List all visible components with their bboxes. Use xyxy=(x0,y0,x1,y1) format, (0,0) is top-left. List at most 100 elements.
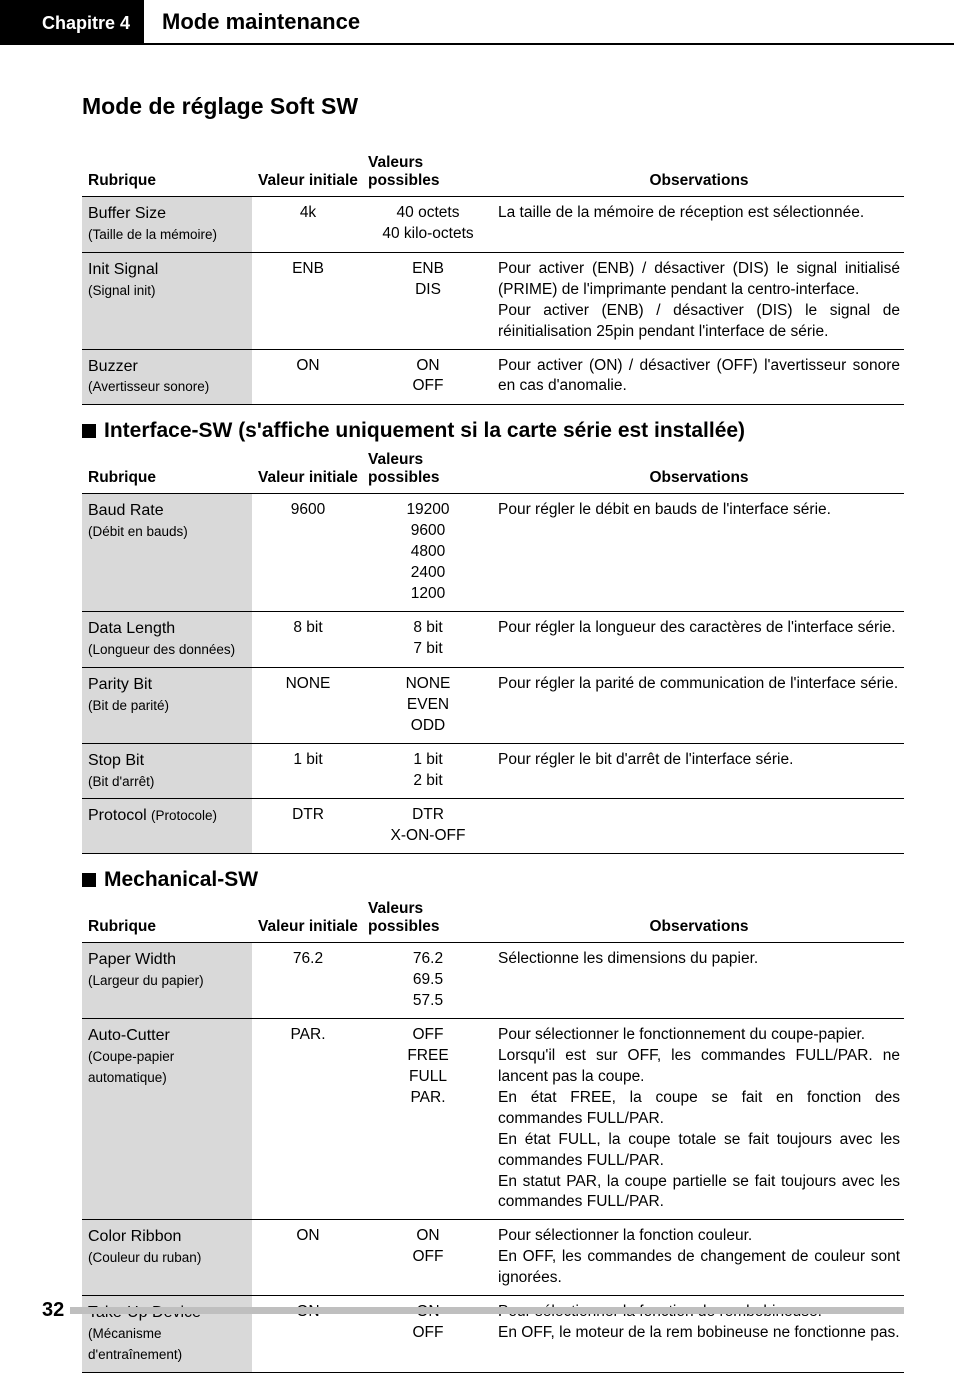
cell-observations: Pour régler le débit en bauds de l'inter… xyxy=(492,494,904,612)
cell-observations: Sélectionne les dimensions du papier. xyxy=(492,943,904,1019)
table-softsw: Rubrique Valeur initiale Valeurs possibl… xyxy=(82,148,904,405)
rubrique-sub: (Mécanisme d'entraînement) xyxy=(88,1326,182,1362)
square-bullet-icon xyxy=(82,873,96,887)
table-row: Buzzer (Avertisseur sonore) ONONOFFPour ac… xyxy=(82,349,904,405)
rubrique-main: Baud Rate xyxy=(88,502,164,519)
th-obs: Observations xyxy=(492,148,904,197)
cell-initiale: ON xyxy=(252,1220,362,1296)
header-bar: Chapitre 4 Mode maintenance xyxy=(42,0,954,45)
th-initiale: Valeur initiale xyxy=(252,148,362,197)
rubrique-main: Paper Width xyxy=(88,951,176,968)
chapter-title: Mode maintenance xyxy=(144,9,360,35)
rubrique-sub: (Protocole) xyxy=(151,808,217,823)
cell-observations: Pour sélectionner le fonctionnement du c… xyxy=(492,1019,904,1220)
rubrique-main: Protocol xyxy=(88,807,147,824)
cell-initiale: ON xyxy=(252,349,362,405)
table-row: Init Signal (Signal init) ENBENBDISPour ac… xyxy=(82,252,904,349)
table-header-row: Rubrique Valeur initiale Valeurs possibl… xyxy=(82,445,904,494)
table-row: Data Length (Longueur des données) 8 bit8 … xyxy=(82,611,904,667)
table-row: Buffer Size (Taille de la mémoire) 4k40 oc… xyxy=(82,197,904,253)
page-number: 32 xyxy=(42,1299,70,1322)
cell-possibles: 1 bit2 bit xyxy=(362,743,492,799)
rubrique-main: Buffer Size xyxy=(88,205,166,222)
cell-initiale: 4k xyxy=(252,197,362,253)
section-title-mechanicalsw: Mechanical-SW xyxy=(82,868,904,892)
cell-possibles: 76.269.557.5 xyxy=(362,943,492,1019)
rubrique-sub: (Longueur des données) xyxy=(88,642,235,657)
cell-observations: Pour régler la longueur des caractères d… xyxy=(492,611,904,667)
th-initiale: Valeur initiale xyxy=(252,445,362,494)
th-obs: Observations xyxy=(492,445,904,494)
cell-rubrique: Protocol (Protocole) xyxy=(82,799,252,854)
main-area: Mode de réglage Soft SW Rubrique Valeur … xyxy=(42,93,954,1373)
rubrique-sub: (Avertisseur sonore) xyxy=(88,379,209,394)
table-row: Baud Rate(Débit en bauds)960019200960048… xyxy=(82,494,904,612)
table-row: Stop Bit(Bit d'arrêt)1 bit1 bit2 bitPour… xyxy=(82,743,904,799)
cell-initiale: 1 bit xyxy=(252,743,362,799)
table-row: Auto-Cutter (Coupe-papier automatique) PAR… xyxy=(82,1019,904,1220)
cell-initiale: ENB xyxy=(252,252,362,349)
cell-rubrique: Auto-Cutter (Coupe-papier automatique) xyxy=(82,1019,252,1220)
cell-rubrique: Baud Rate(Débit en bauds) xyxy=(82,494,252,612)
cell-possibles: ENBDIS xyxy=(362,252,492,349)
cell-rubrique: Stop Bit (Bit d'arrêt) xyxy=(82,743,252,799)
rubrique-sub: (Signal init) xyxy=(88,283,156,298)
cell-initiale: PAR. xyxy=(252,1019,362,1220)
cell-initiale: DTR xyxy=(252,799,362,854)
rubrique-main: Stop Bit xyxy=(88,752,144,769)
cell-possibles: 192009600480024001200 xyxy=(362,494,492,612)
cell-possibles: NONEEVENODD xyxy=(362,667,492,743)
page-content: Chapitre 4 Mode maintenance Mode de régl… xyxy=(0,0,954,1373)
rubrique-sub: (Bit d'arrêt) xyxy=(88,774,154,789)
cell-rubrique: Init Signal (Signal init) xyxy=(82,252,252,349)
rubrique-main: Init Signal xyxy=(88,261,158,278)
th-rubrique: Rubrique xyxy=(82,894,252,943)
rubrique-main: Data Length xyxy=(88,620,175,637)
table-header-row: Rubrique Valeur initiale Valeurs possibl… xyxy=(82,894,904,943)
th-possibles: Valeurs possibles xyxy=(362,445,492,494)
table-body: Baud Rate(Débit en bauds)960019200960048… xyxy=(82,494,904,854)
table-row: Parity Bit (Bit de parité) NONENONEEVENODD… xyxy=(82,667,904,743)
cell-rubrique: Paper Width (Largeur du papier) xyxy=(82,943,252,1019)
section-title-text: Interface-SW (s'affiche uniquement si la… xyxy=(104,419,745,443)
section-title-softsw: Mode de réglage Soft SW xyxy=(82,93,904,120)
table-header-row: Rubrique Valeur initiale Valeurs possibl… xyxy=(82,148,904,197)
cell-possibles: 40 octets40 kilo-octets xyxy=(362,197,492,253)
rubrique-sub: (Bit de parité) xyxy=(88,698,169,713)
th-possibles: Valeurs possibles xyxy=(362,148,492,197)
cell-possibles: ONOFF xyxy=(362,349,492,405)
th-rubrique: Rubrique xyxy=(82,148,252,197)
cell-observations: Pour activer (ENB) / désactiver (DIS) le… xyxy=(492,252,904,349)
square-bullet-icon xyxy=(82,424,96,438)
rubrique-sub: (Largeur du papier) xyxy=(88,973,204,988)
table-interfacesw: Rubrique Valeur initiale Valeurs possibl… xyxy=(82,445,904,854)
cell-initiale: 9600 xyxy=(252,494,362,612)
cell-rubrique: Buffer Size (Taille de la mémoire) xyxy=(82,197,252,253)
rubrique-main: Color Ribbon xyxy=(88,1228,181,1245)
rubrique-sub: (Coupe-papier automatique) xyxy=(88,1049,174,1085)
th-initiale: Valeur initiale xyxy=(252,894,362,943)
cell-initiale: NONE xyxy=(252,667,362,743)
table-row: Color Ribbon(Couleur du ruban)ONONOFFPou… xyxy=(82,1220,904,1296)
rubrique-sub: (Couleur du ruban) xyxy=(88,1250,201,1265)
cell-observations xyxy=(492,799,904,854)
cell-rubrique: Buzzer (Avertisseur sonore) xyxy=(82,349,252,405)
footer: 32 xyxy=(42,1299,904,1322)
cell-rubrique: Parity Bit (Bit de parité) xyxy=(82,667,252,743)
cell-rubrique: Data Length (Longueur des données) xyxy=(82,611,252,667)
cell-initiale: 76.2 xyxy=(252,943,362,1019)
table-body: Buffer Size (Taille de la mémoire) 4k40 oc… xyxy=(82,197,904,405)
section-title-interfacesw: Interface-SW (s'affiche uniquement si la… xyxy=(82,419,904,443)
cell-possibles: 8 bit7 bit xyxy=(362,611,492,667)
cell-possibles: OFFFREEFULLPAR. xyxy=(362,1019,492,1220)
rubrique-main: Auto-Cutter xyxy=(88,1027,170,1044)
footer-bar xyxy=(70,1307,904,1314)
cell-observations: Pour régler la parité de communication d… xyxy=(492,667,904,743)
rubrique-main: Parity Bit xyxy=(88,676,152,693)
th-possibles: Valeurs possibles xyxy=(362,894,492,943)
rubrique-main: Buzzer xyxy=(88,358,138,375)
rubrique-sub: (Taille de la mémoire) xyxy=(88,227,217,242)
th-rubrique: Rubrique xyxy=(82,445,252,494)
cell-observations: Pour activer (ON) / désactiver (OFF) l'a… xyxy=(492,349,904,405)
cell-initiale: 8 bit xyxy=(252,611,362,667)
